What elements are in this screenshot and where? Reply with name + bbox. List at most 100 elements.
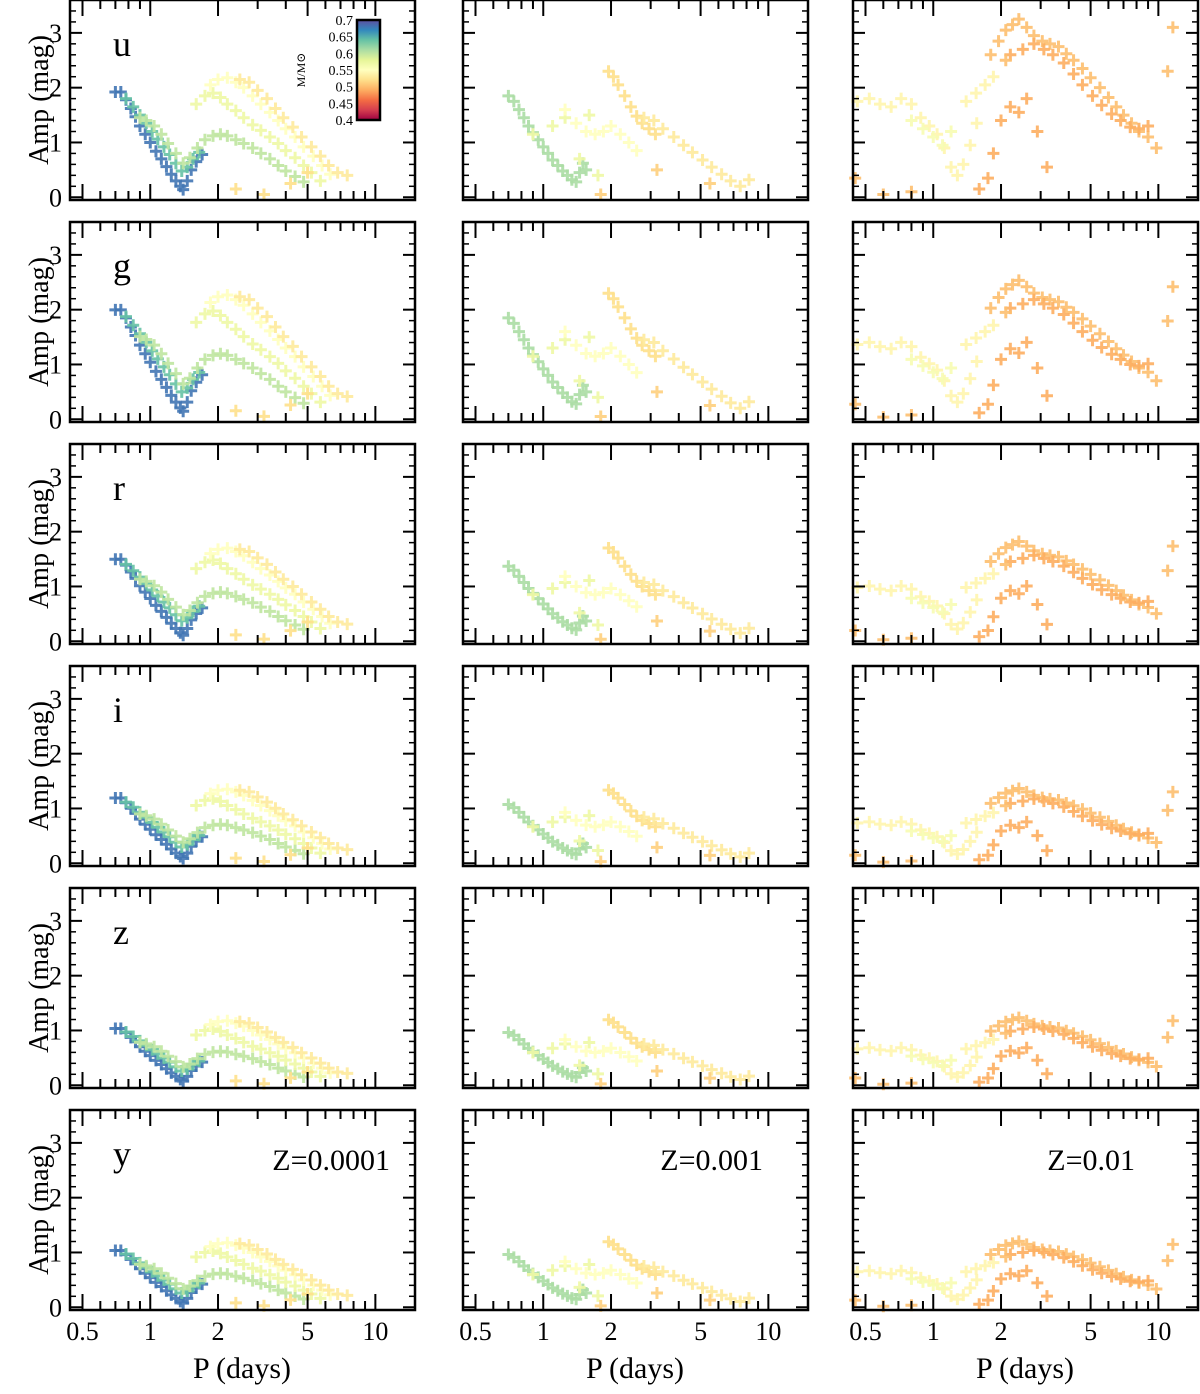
- data-point: [1020, 540, 1033, 553]
- data-point: [155, 152, 168, 165]
- data-point: [984, 1248, 997, 1261]
- data-point: [607, 546, 620, 559]
- data-point: [263, 1255, 276, 1268]
- data-point: [305, 595, 318, 608]
- data-point: [140, 1259, 153, 1272]
- data-point: [923, 357, 936, 370]
- data-point: [243, 785, 256, 798]
- data-point: [999, 1027, 1012, 1040]
- data-point: [559, 806, 572, 819]
- panel-frame: [461, 1108, 810, 1312]
- data-point: [522, 120, 535, 133]
- data-point: [269, 566, 282, 579]
- data-point: [233, 543, 246, 556]
- data-point: [251, 1243, 264, 1256]
- data-point: [214, 128, 227, 141]
- data-point: [957, 843, 970, 856]
- data-point: [1020, 1264, 1033, 1277]
- data-point: [229, 323, 242, 336]
- data-point: [970, 355, 983, 368]
- data-point: [624, 100, 637, 113]
- data-point: [190, 1250, 203, 1263]
- data-point: [1067, 306, 1080, 319]
- panel-frame: [851, 886, 1200, 1090]
- data-point: [742, 847, 755, 860]
- data-point: [622, 358, 635, 371]
- data-point: [696, 1281, 709, 1294]
- data-point: [597, 347, 610, 360]
- data-point: [1161, 1254, 1174, 1267]
- data-point: [1004, 1267, 1017, 1280]
- data-point: [260, 310, 273, 323]
- data-point: [951, 169, 964, 182]
- data-point: [1057, 308, 1070, 321]
- data-point: [1084, 1257, 1097, 1270]
- data-point: [546, 1264, 559, 1277]
- data-point: [715, 168, 728, 181]
- data-point: [183, 151, 196, 164]
- y-tick-label: 0: [49, 849, 62, 878]
- data-point: [254, 367, 267, 380]
- y-tick-label: 2: [49, 74, 62, 103]
- data-point: [1040, 1290, 1053, 1303]
- data-point: [1046, 48, 1059, 61]
- panel-y-2: 0.5 1 2 5 10 Z=0.01: [849, 1108, 1200, 1346]
- data-point: [286, 1263, 299, 1276]
- panel-frame: [851, 664, 1200, 868]
- y-axis-title: Amp (mag): [24, 479, 55, 609]
- data-point: [1102, 1264, 1115, 1277]
- y-tick-label: 2: [49, 962, 62, 991]
- data-point: [207, 349, 220, 362]
- data-point: [999, 541, 1012, 554]
- data-point: [605, 582, 618, 595]
- data-point: [849, 849, 862, 862]
- data-point: [177, 377, 190, 390]
- data-point: [246, 578, 259, 591]
- data-point: [183, 1057, 196, 1070]
- data-point: [1006, 278, 1019, 291]
- data-point: [677, 1052, 690, 1065]
- x-tick-label: 2: [995, 1317, 1008, 1346]
- data-point: [260, 1026, 273, 1038]
- data-point: [190, 316, 203, 329]
- data-point: [667, 1269, 680, 1282]
- data-point: [964, 1059, 977, 1072]
- data-point: [1060, 47, 1073, 60]
- data-point: [272, 159, 285, 172]
- data-point: [148, 339, 161, 352]
- data-point: [999, 1239, 1012, 1252]
- data-point: [144, 592, 157, 605]
- data-point: [995, 825, 1008, 838]
- data-point: [1142, 1274, 1155, 1287]
- data-point: [233, 73, 246, 86]
- data-point: [618, 1026, 631, 1039]
- data-point: [1006, 1237, 1019, 1250]
- panel-g-1: [461, 220, 810, 424]
- data-point: [297, 159, 310, 172]
- data-point: [246, 812, 259, 825]
- data-point: [251, 791, 264, 804]
- data-point: [546, 815, 559, 828]
- data-point: [214, 795, 227, 808]
- data-point: [286, 121, 299, 134]
- data-point: [630, 1277, 643, 1290]
- y-tick-label: 3: [49, 685, 62, 714]
- data-point: [995, 1272, 1008, 1285]
- data-point: [656, 344, 669, 357]
- data-point: [1006, 1013, 1019, 1026]
- data-point: [984, 1025, 997, 1038]
- data-point: [622, 594, 635, 607]
- data-point: [237, 111, 250, 124]
- data-point: [314, 1070, 327, 1083]
- data-point: [984, 48, 997, 61]
- data-point: [212, 73, 225, 86]
- data-point: [992, 291, 1005, 304]
- data-point: [1076, 312, 1089, 325]
- data-point: [295, 1046, 308, 1059]
- data-point: [885, 819, 898, 832]
- data-point: [221, 1250, 234, 1263]
- colorbar-tick-label: 0.65: [329, 31, 354, 46]
- data-point: [204, 547, 217, 560]
- data-point: [905, 1272, 918, 1285]
- data-point: [1012, 274, 1025, 287]
